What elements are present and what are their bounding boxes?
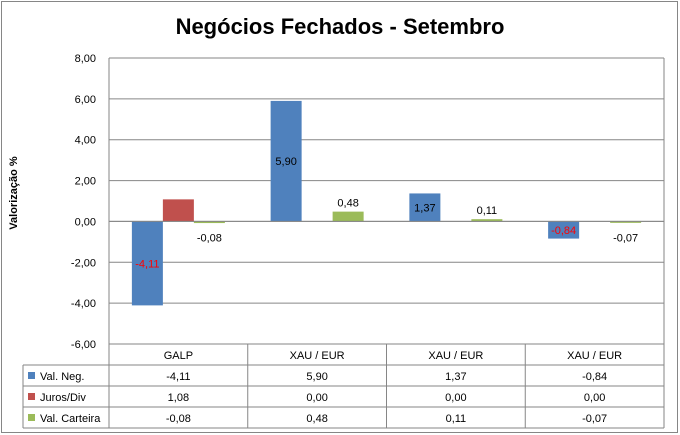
x-category-label: XAU / EUR	[428, 350, 483, 362]
table-cell: 1,37	[445, 371, 466, 383]
table-cell: 0,00	[306, 392, 327, 404]
table-cell: 0,00	[584, 392, 605, 404]
table-cell: 0,00	[445, 392, 466, 404]
x-category-label: XAU / EUR	[290, 350, 345, 362]
data-labels: -4,11 5,90 1,37 -0,84 -0,08 0,48 0,11 -0,07	[135, 156, 638, 270]
legend-label: Juros/Div	[40, 392, 86, 404]
x-category-label: GALP	[164, 350, 193, 362]
legend-key	[28, 393, 35, 400]
bar-val-neg-	[409, 193, 441, 222]
y-tick-label: 8,00	[75, 53, 96, 65]
data-label: 0,11	[477, 205, 498, 217]
table-cell: 5,90	[306, 371, 327, 383]
bar-val-neg-	[131, 221, 163, 306]
data-label: 5,90	[275, 156, 296, 168]
data-label: -0,84	[551, 225, 576, 237]
legend-key	[28, 414, 35, 421]
data-label: 0,48	[337, 198, 358, 210]
bar-val-neg-	[548, 221, 580, 239]
table-cell: -0,84	[582, 371, 607, 383]
bar-juros-div	[162, 199, 194, 222]
legend-label: Val. Neg.	[40, 371, 84, 383]
table-cell: -0,08	[166, 413, 191, 425]
bar-val-carteira	[332, 211, 364, 222]
y-tick-label: 6,00	[75, 94, 96, 106]
table-cell: 1,08	[168, 392, 189, 404]
table-cell: 0,11	[446, 413, 467, 425]
data-table: GALP XAU / EUR XAU / EUR XAU / EUR Val. Neg.…	[22, 343, 665, 429]
bar-val-neg-	[270, 100, 302, 222]
y-tick-label: -2,00	[71, 257, 96, 269]
legend-key	[28, 372, 35, 379]
table-cell: 0,48	[306, 413, 327, 425]
legend-label: Val. Carteira	[40, 413, 101, 425]
y-tick-label: 2,00	[75, 176, 96, 188]
y-tick-label: 0,00	[75, 216, 96, 228]
data-label: -4,11	[135, 258, 159, 270]
data-label: 1,37	[414, 202, 435, 214]
y-tick-labels: -6,00 -4,00 -2,00 0,00 2,00 4,00 6,00 8,00	[71, 53, 96, 351]
y-tick-label: -4,00	[71, 298, 96, 310]
table-cell: -4,11	[166, 371, 190, 383]
y-tick-label: 4,00	[75, 135, 96, 147]
data-label: -0,08	[197, 232, 222, 244]
chart-title: Negócios Fechados - Setembro	[175, 14, 505, 39]
x-category-label: XAU / EUR	[567, 350, 622, 362]
bars	[109, 100, 664, 306]
bar-val-carteira	[193, 221, 225, 224]
bar-val-carteira	[471, 219, 503, 222]
bar-val-carteira	[610, 221, 642, 223]
data-label: -0,07	[613, 232, 638, 244]
table-cell: -0,07	[582, 413, 607, 425]
y-tick-label: -6,00	[71, 339, 96, 351]
